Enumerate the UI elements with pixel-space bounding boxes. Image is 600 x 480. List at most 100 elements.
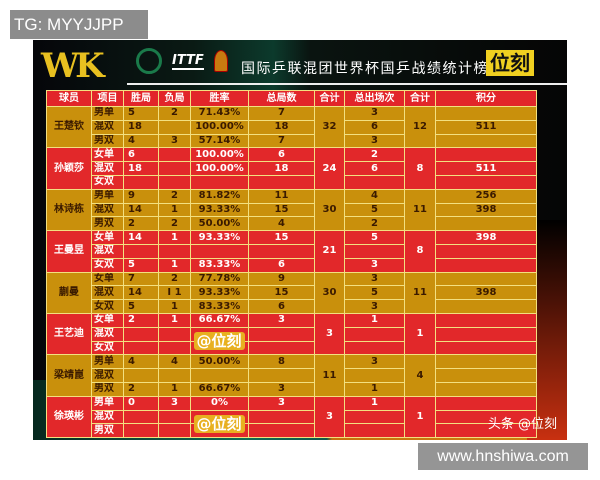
table-cell: 11	[314, 354, 345, 397]
table-cell: 混双	[91, 409, 124, 425]
table-cell: 6	[123, 147, 159, 163]
table-cell: 9	[248, 271, 315, 287]
table-cell	[435, 243, 537, 259]
table-cell: 4	[404, 354, 436, 397]
table-cell: 混双	[91, 368, 124, 383]
table-cell: 王曼昱	[46, 230, 92, 273]
table-cell: 2	[158, 271, 191, 287]
table-cell: 女单	[91, 312, 124, 328]
column-header: 积分	[435, 90, 537, 107]
table-row: 王曼昱 女单 14 1 93.33% 15 21 5 8 398	[46, 230, 537, 273]
table-cell	[123, 340, 159, 356]
table-cell	[344, 174, 405, 190]
table-row: 混双	[47, 409, 537, 425]
table-cell: 2	[123, 216, 159, 232]
table-cell: 398	[435, 230, 537, 245]
table-cell: 梁靖崑	[46, 354, 92, 397]
table-cell: 男双	[91, 216, 124, 232]
table-cell: 511	[435, 119, 537, 135]
table-cell: 57.14%	[190, 133, 249, 149]
table-cell: 81.82%	[190, 188, 249, 204]
table-cell: 1	[158, 312, 191, 328]
table-cell	[435, 106, 537, 121]
table-cell	[435, 409, 537, 425]
table-cell: 女双	[91, 257, 124, 273]
table-cell	[248, 423, 315, 439]
table-row: 混双 14 I 1 93.33% 15 5 398	[47, 285, 537, 301]
table-row: 梁靖崑 男单 4 4 50.00% 8 11 3 4	[46, 354, 537, 397]
table-row: 女双	[47, 340, 537, 356]
table-cell	[344, 340, 405, 356]
table-cell: 511	[435, 161, 537, 176]
table-cell	[248, 243, 315, 259]
table-cell	[344, 243, 405, 259]
table-cell: 66.67%	[190, 381, 249, 397]
table-row: 混双	[47, 326, 537, 342]
table-cell: 8	[248, 354, 315, 370]
table-cell: 1	[158, 230, 191, 245]
table-cell: 3	[248, 381, 315, 397]
table-cell: 5	[344, 202, 405, 218]
column-header: 合计	[404, 90, 436, 107]
table-cell: 15	[248, 202, 315, 218]
table-cell: 女单	[91, 271, 124, 287]
table-cell	[158, 423, 191, 439]
column-header: 合计	[314, 90, 345, 107]
table-cell: 50.00%	[190, 354, 249, 370]
table-row: 王楚钦 男单 5 2 71.43% 7 32 3 12	[46, 105, 537, 149]
table-cell	[248, 340, 315, 356]
table-cell: 0	[123, 395, 159, 411]
table-cell	[435, 257, 537, 273]
table-cell	[344, 409, 405, 425]
table-cell: 32	[314, 105, 345, 149]
table-cell: 混双	[91, 119, 124, 135]
table-cell: 女双	[91, 299, 124, 314]
table-cell	[123, 409, 159, 425]
table-cell: 24	[314, 147, 345, 190]
table-cell: 18	[123, 161, 159, 176]
table-cell: 50.00%	[190, 216, 249, 232]
table-cell: 3	[344, 299, 405, 314]
table-cell: 王艺迪	[46, 312, 92, 356]
table-cell: 1	[404, 312, 436, 356]
table-cell: 3	[344, 133, 405, 149]
table-cell	[435, 381, 537, 397]
table-row: 混双 18 100.00% 18 6 511	[47, 119, 537, 135]
table-cell: 14	[123, 230, 159, 245]
table-cell: 93.33%	[190, 285, 249, 301]
table-cell: 5	[123, 106, 159, 121]
table-cell: 11	[248, 188, 315, 204]
table-cell: 2	[344, 147, 405, 163]
table-cell: 男单	[91, 188, 124, 204]
table-cell: 1	[158, 257, 191, 273]
table-cell: 3	[314, 312, 345, 356]
table-cell	[123, 326, 159, 342]
table-cell: 3	[248, 395, 315, 411]
table-cell: 徐瑛彬	[46, 395, 92, 439]
table-cell: 100.00%	[190, 119, 249, 135]
table-cell: 6	[248, 257, 315, 273]
table-cell: 混双	[91, 202, 124, 218]
table-cell	[158, 147, 191, 163]
table-cell: 混双	[91, 161, 124, 176]
table-cell: 2	[344, 216, 405, 232]
table-cell: 256	[435, 188, 537, 204]
table-row: 男双 2 1 66.67% 3 1	[47, 381, 537, 397]
table-cell: 王楚钦	[46, 105, 92, 149]
table-header: 球员 项目 胜局 负局 胜率 总局数 合计 总出场次 合计 积分	[46, 90, 537, 107]
table-cell: 14	[123, 202, 159, 218]
table-cell	[435, 174, 537, 190]
table-cell	[158, 174, 191, 190]
table-row: 男双 4 3 57.14% 7 3	[47, 133, 537, 149]
table-cell	[435, 395, 537, 411]
poster-title: 国际乒联混团世界杯国乒战绩统计榜	[241, 61, 489, 77]
table-cell: 66.67%	[190, 312, 249, 328]
watermark-site: www.hnshiwa.com	[418, 443, 588, 470]
table-cell: 0%	[190, 395, 249, 411]
table-cell	[435, 147, 537, 163]
table-row: 女双 5 1 83.33% 6 3	[47, 257, 537, 273]
watermark-tg: TG: MYYJJPP	[10, 10, 148, 39]
table-cell: 11	[404, 271, 436, 314]
table-cell: 100.00%	[190, 147, 249, 163]
table-cell: 3	[344, 106, 405, 121]
